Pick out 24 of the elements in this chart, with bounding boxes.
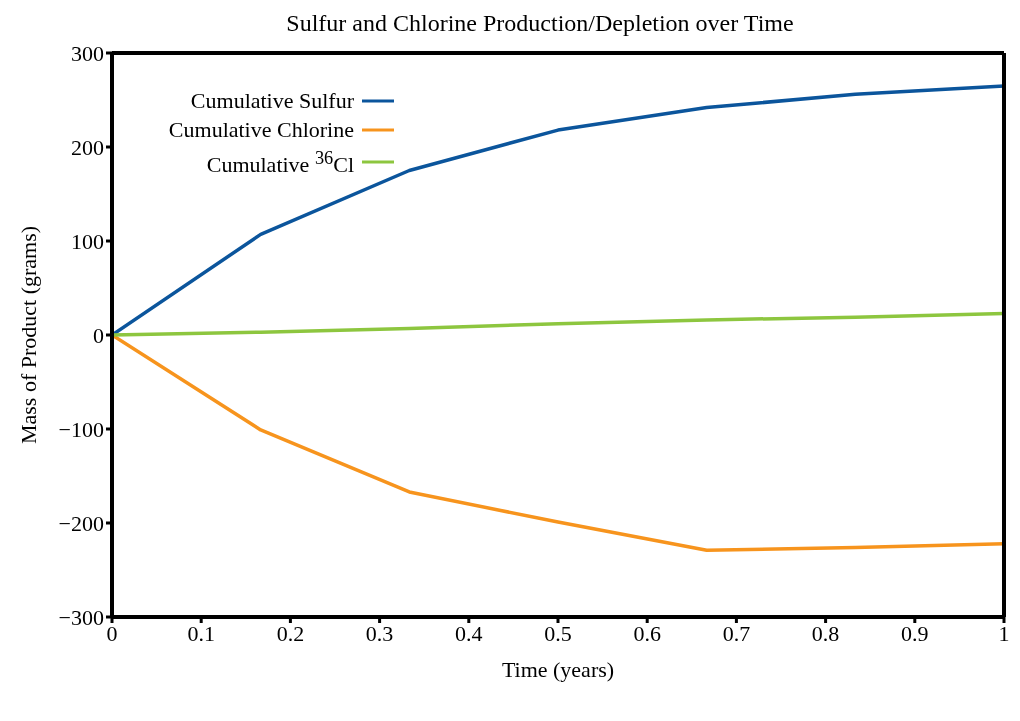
x-tick-label: 0.4 <box>455 620 483 646</box>
x-tick-label: 0.9 <box>901 620 929 646</box>
x-tick-label: 0.6 <box>633 620 661 646</box>
legend-label: Cumulative Sulfur <box>190 87 354 115</box>
y-tick-label: −200 <box>58 510 104 536</box>
chart-title: Sulfur and Chlorine Production/Depletion over Time <box>285 10 795 37</box>
legend-label: Cumulative $^{36}$Cl <box>206 147 354 180</box>
x-tick-label: 0.3 <box>365 620 394 646</box>
x-axis-title: Time (years) <box>501 657 615 682</box>
x-tick-label: 0.5 <box>544 620 572 646</box>
x-tick-label: 0.2 <box>276 620 305 646</box>
x-tick-label: 1 <box>998 620 1010 646</box>
y-tick-label: 100 <box>71 228 104 254</box>
x-tick-label: 0.7 <box>722 620 751 646</box>
x-tick-label: 0.8 <box>811 620 840 646</box>
legend-label: Cumulative Chlorine <box>168 116 354 144</box>
y-tick-label: 0 <box>93 322 104 348</box>
y-tick-label: 200 <box>71 134 104 160</box>
y-axis-title: Mass of Product (grams) <box>15 225 41 445</box>
y-tick-label: −100 <box>58 416 104 442</box>
y-tick-label: 300 <box>71 40 104 66</box>
x-tick-label: 0.1 <box>187 620 215 646</box>
y-tick-label: −300 <box>58 604 104 630</box>
line-series <box>112 311 1004 337</box>
